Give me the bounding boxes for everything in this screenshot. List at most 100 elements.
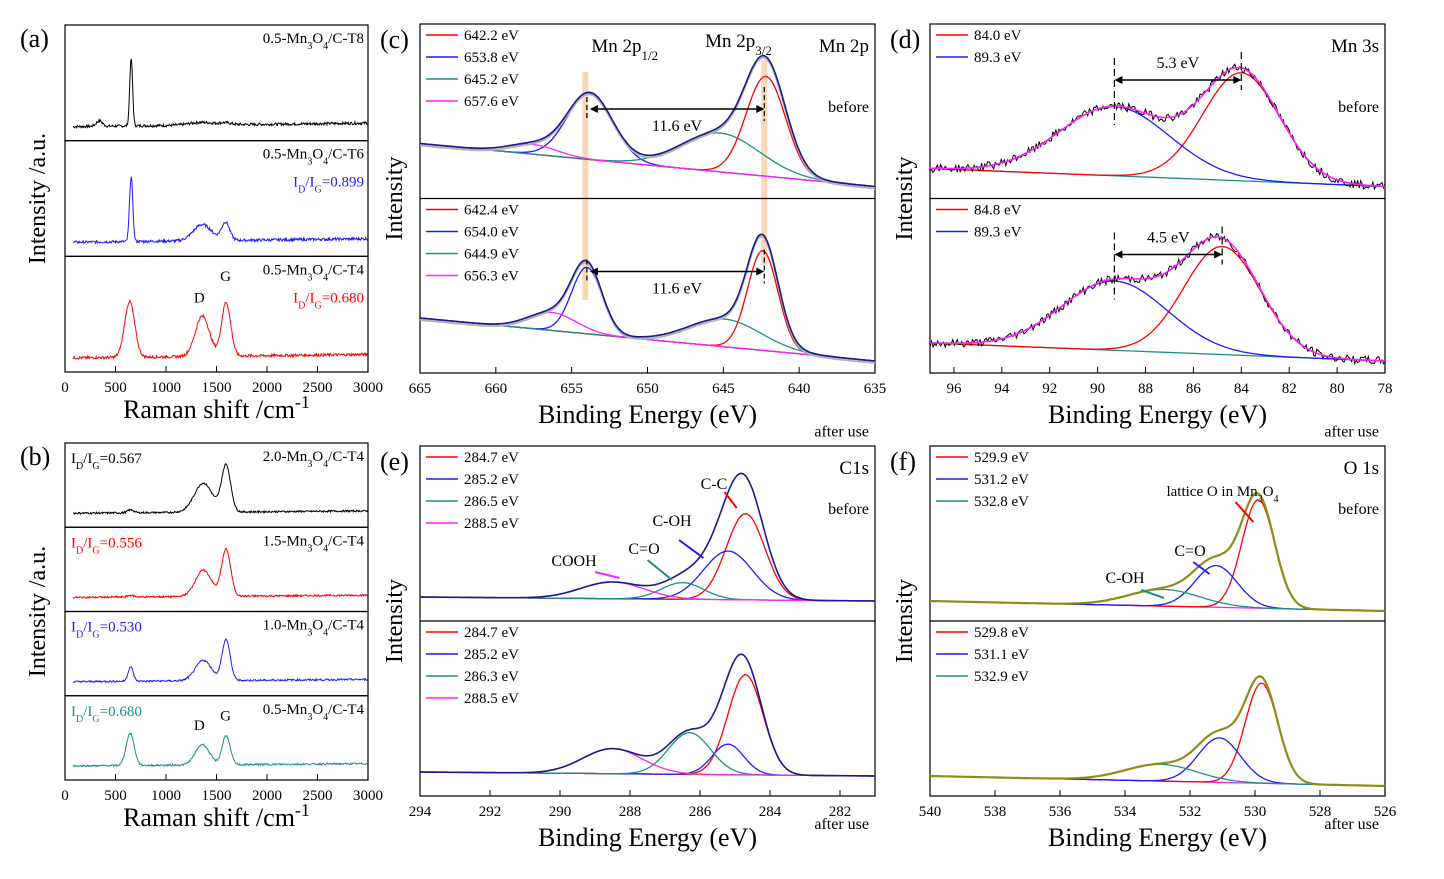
text-span: O xyxy=(312,262,323,278)
legend-label: 285.2 eV xyxy=(464,647,519,663)
peak-highlight-bar xyxy=(582,72,589,300)
text-span: G xyxy=(92,713,99,724)
x-tick-label: 88 xyxy=(1138,381,1153,397)
x-tick-label: 1000 xyxy=(151,380,181,396)
text-span: /I xyxy=(305,175,314,191)
envelope-fit xyxy=(419,233,876,362)
x-tick-label: 284 xyxy=(759,804,782,820)
text-span: I xyxy=(71,535,76,551)
legend-label: 531.2 eV xyxy=(974,472,1029,488)
text-span: O xyxy=(312,533,323,549)
text-span: I xyxy=(71,451,76,467)
raman-spectrum xyxy=(72,58,368,130)
legend-label: 642.4 eV xyxy=(464,203,519,219)
text-span: /I xyxy=(83,704,92,720)
text-span: Binding Energy (eV) xyxy=(1048,400,1267,429)
arrow-head xyxy=(1214,250,1223,259)
x-tick-label: 2000 xyxy=(252,788,282,804)
x-tick-label: 82 xyxy=(1282,381,1297,397)
raman-spectrum xyxy=(73,463,369,515)
text-span: 4 xyxy=(323,156,328,167)
text-span: I xyxy=(293,290,298,306)
y-axis-label: Intensity xyxy=(382,157,408,241)
x-tick-label: 532 xyxy=(1179,804,1202,820)
text-span: 3 xyxy=(307,543,312,554)
x-tick-label: 2000 xyxy=(252,380,282,396)
x-tick-label: 540 xyxy=(919,804,942,820)
ratio-label: ID/IG=0.680 xyxy=(71,704,142,725)
text-span: O xyxy=(1263,484,1274,500)
x-tick-label: 80 xyxy=(1330,381,1345,397)
legend-label: 529.9 eV xyxy=(974,450,1029,466)
fit-component xyxy=(930,682,1385,787)
sample-label: 0.5-Mn3O4/C-T6 xyxy=(263,147,365,168)
sample-label: 0.5-Mn3O4/C-T4 xyxy=(263,262,365,283)
text-span: O xyxy=(312,31,323,47)
text-span: 4 xyxy=(1274,494,1279,505)
text-span: =0.680 xyxy=(100,704,142,720)
x-axis-label: Binding Energy (eV) xyxy=(538,823,757,852)
fit-component xyxy=(930,763,1385,787)
raw-data xyxy=(419,235,876,364)
splitting-label: 11.6 eV xyxy=(652,118,703,135)
text-span: 3 xyxy=(307,272,312,283)
sample-label: 1.0-Mn3O4/C-T4 xyxy=(263,618,365,639)
text-span: D xyxy=(76,713,83,724)
state-label: before xyxy=(1338,99,1379,116)
text-span: G xyxy=(315,300,322,311)
text-span: /I xyxy=(83,620,92,636)
x-tick-label: 2500 xyxy=(303,788,333,804)
d-band-label: D xyxy=(194,290,205,306)
x-tick-label: 538 xyxy=(984,804,1007,820)
x-tick-label: 528 xyxy=(1309,804,1332,820)
x-tick-label: 640 xyxy=(788,381,811,397)
ratio-label: ID/IG=0.530 xyxy=(71,620,142,641)
x-tick-label: 0 xyxy=(61,380,69,396)
text-span: 0.5-Mn xyxy=(263,262,308,278)
x-tick-label: 1500 xyxy=(202,380,232,396)
text-span: 3/2 xyxy=(755,43,772,58)
text-span: O xyxy=(312,702,323,718)
text-span: D xyxy=(76,461,83,472)
text-span: lattice O in Mn xyxy=(1166,484,1258,500)
text-span: 1/2 xyxy=(642,48,659,63)
envelope-fit xyxy=(929,66,1386,188)
ratio-label: ID/IG=0.899 xyxy=(293,175,364,196)
legend-label: 84.8 eV xyxy=(974,203,1022,219)
text-span: Mn 2p xyxy=(591,36,641,57)
annotation-arrow xyxy=(1192,561,1211,575)
state-label: after use xyxy=(1324,816,1379,833)
text-span: -1 xyxy=(295,800,310,820)
x-tick-label: 655 xyxy=(560,381,583,397)
x-tick-label: 86 xyxy=(1186,381,1202,397)
x-axis-label: Raman shift /cm-1 xyxy=(123,392,310,424)
x-tick-label: 635 xyxy=(864,381,887,397)
x-tick-label: 500 xyxy=(104,788,127,804)
text-span: 1.0-Mn xyxy=(263,618,308,634)
envelope-fit xyxy=(420,472,875,602)
text-span: 4 xyxy=(323,272,328,283)
text-span: /C-T4 xyxy=(328,618,364,634)
arrow-head xyxy=(1114,76,1123,84)
x-axis-label: Binding Energy (eV) xyxy=(1048,400,1267,429)
splitting-label: 11.6 eV xyxy=(652,281,703,298)
sample-label: 1.5-Mn3O4/C-T4 xyxy=(263,533,365,554)
y-axis-label: Intensity xyxy=(382,579,408,663)
text-span: I xyxy=(71,620,76,636)
ratio-label: ID/IG=0.680 xyxy=(293,290,364,311)
text-span: 3 xyxy=(307,711,312,722)
panel-label: (a) xyxy=(20,24,49,53)
x-tick-label: 84 xyxy=(1234,381,1250,397)
annotation-arrow xyxy=(1234,501,1255,523)
text-span: G xyxy=(92,545,99,556)
envelope-fit xyxy=(419,54,876,188)
text-span: /C-T4 xyxy=(328,449,364,465)
x-axis-label: Binding Energy (eV) xyxy=(538,400,757,429)
legend-label: 89.3 eV xyxy=(974,50,1022,66)
state-label: after use xyxy=(1324,424,1379,441)
raman-spectrum xyxy=(72,176,369,245)
y-axis-label: Intensity /a.u. xyxy=(25,546,51,677)
legend-label: 529.8 eV xyxy=(974,625,1029,641)
fit-component xyxy=(930,737,1385,787)
sample-label: 0.5-Mn3O4/C-T8 xyxy=(263,31,364,52)
